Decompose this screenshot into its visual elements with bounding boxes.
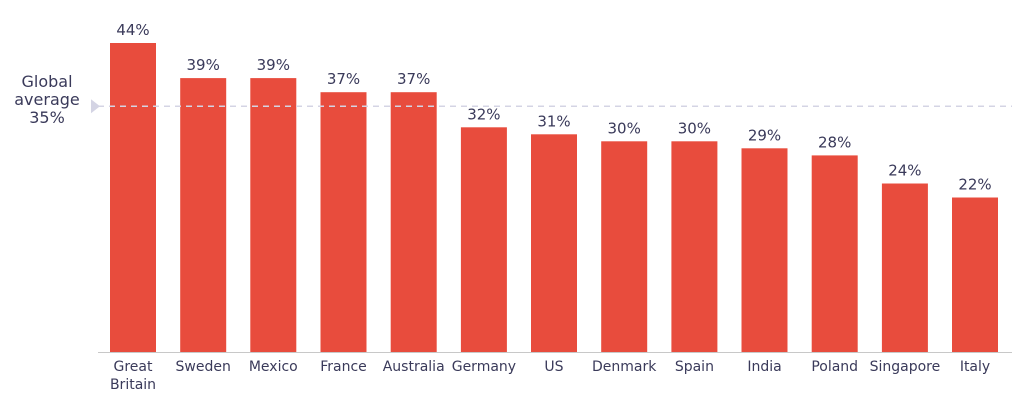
category-label: Italy [960, 359, 990, 375]
bar [390, 92, 437, 352]
bar-value-label: 22% [958, 176, 991, 194]
bar [601, 141, 648, 352]
bar [531, 134, 577, 352]
global-average-label: Global average 35% [14, 72, 80, 127]
bar-value-label: 30% [608, 119, 641, 137]
bar-value-label: 37% [327, 70, 360, 88]
category-label: Australia [383, 359, 445, 375]
bar-value-label: 44% [116, 21, 149, 39]
bar-value-label: 30% [678, 119, 711, 137]
category-label: Great Britain [110, 359, 156, 393]
bar [811, 155, 858, 352]
value-labels-group: 44% 39% 39% 37% 37% 32% 31% 30% 30% 29% 28% 24% 22% [116, 21, 991, 194]
bar-value-label: 28% [818, 133, 851, 151]
bar-value-label: 32% [467, 105, 500, 123]
category-label: Singapore [870, 359, 941, 375]
bar [110, 43, 156, 352]
bars-group [110, 43, 998, 352]
bar-value-label: 39% [187, 56, 220, 74]
category-label: Spain [675, 359, 714, 375]
category-label: US [544, 359, 563, 375]
category-label: Sweden [176, 359, 231, 375]
bar [320, 92, 367, 352]
category-label: Poland [811, 359, 858, 375]
bar-value-label: 31% [537, 112, 570, 130]
bar [250, 78, 297, 352]
bar-value-label: 29% [748, 126, 781, 144]
bar [741, 148, 788, 352]
global-average-marker-icon [91, 99, 100, 114]
bar [460, 127, 507, 352]
category-label: India [747, 359, 781, 375]
bar [671, 141, 718, 352]
bar-value-label: 24% [888, 162, 921, 180]
bar [180, 78, 227, 352]
bar-value-label: 37% [397, 70, 430, 88]
category-labels-group: Great Britain Sweden Mexico France Australia G… [110, 359, 990, 393]
bar-value-label: 39% [257, 56, 290, 74]
category-label: France [320, 359, 367, 375]
bar [881, 183, 928, 352]
category-label: Mexico [249, 359, 298, 375]
category-label: Denmark [592, 359, 657, 375]
category-label: Germany [452, 359, 516, 375]
bar [952, 197, 998, 352]
